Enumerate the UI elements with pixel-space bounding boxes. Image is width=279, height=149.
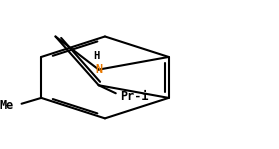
Text: H: H [93, 51, 99, 61]
Text: Pr-i: Pr-i [120, 90, 148, 103]
Text: Me: Me [0, 99, 14, 112]
Text: N: N [95, 63, 102, 76]
